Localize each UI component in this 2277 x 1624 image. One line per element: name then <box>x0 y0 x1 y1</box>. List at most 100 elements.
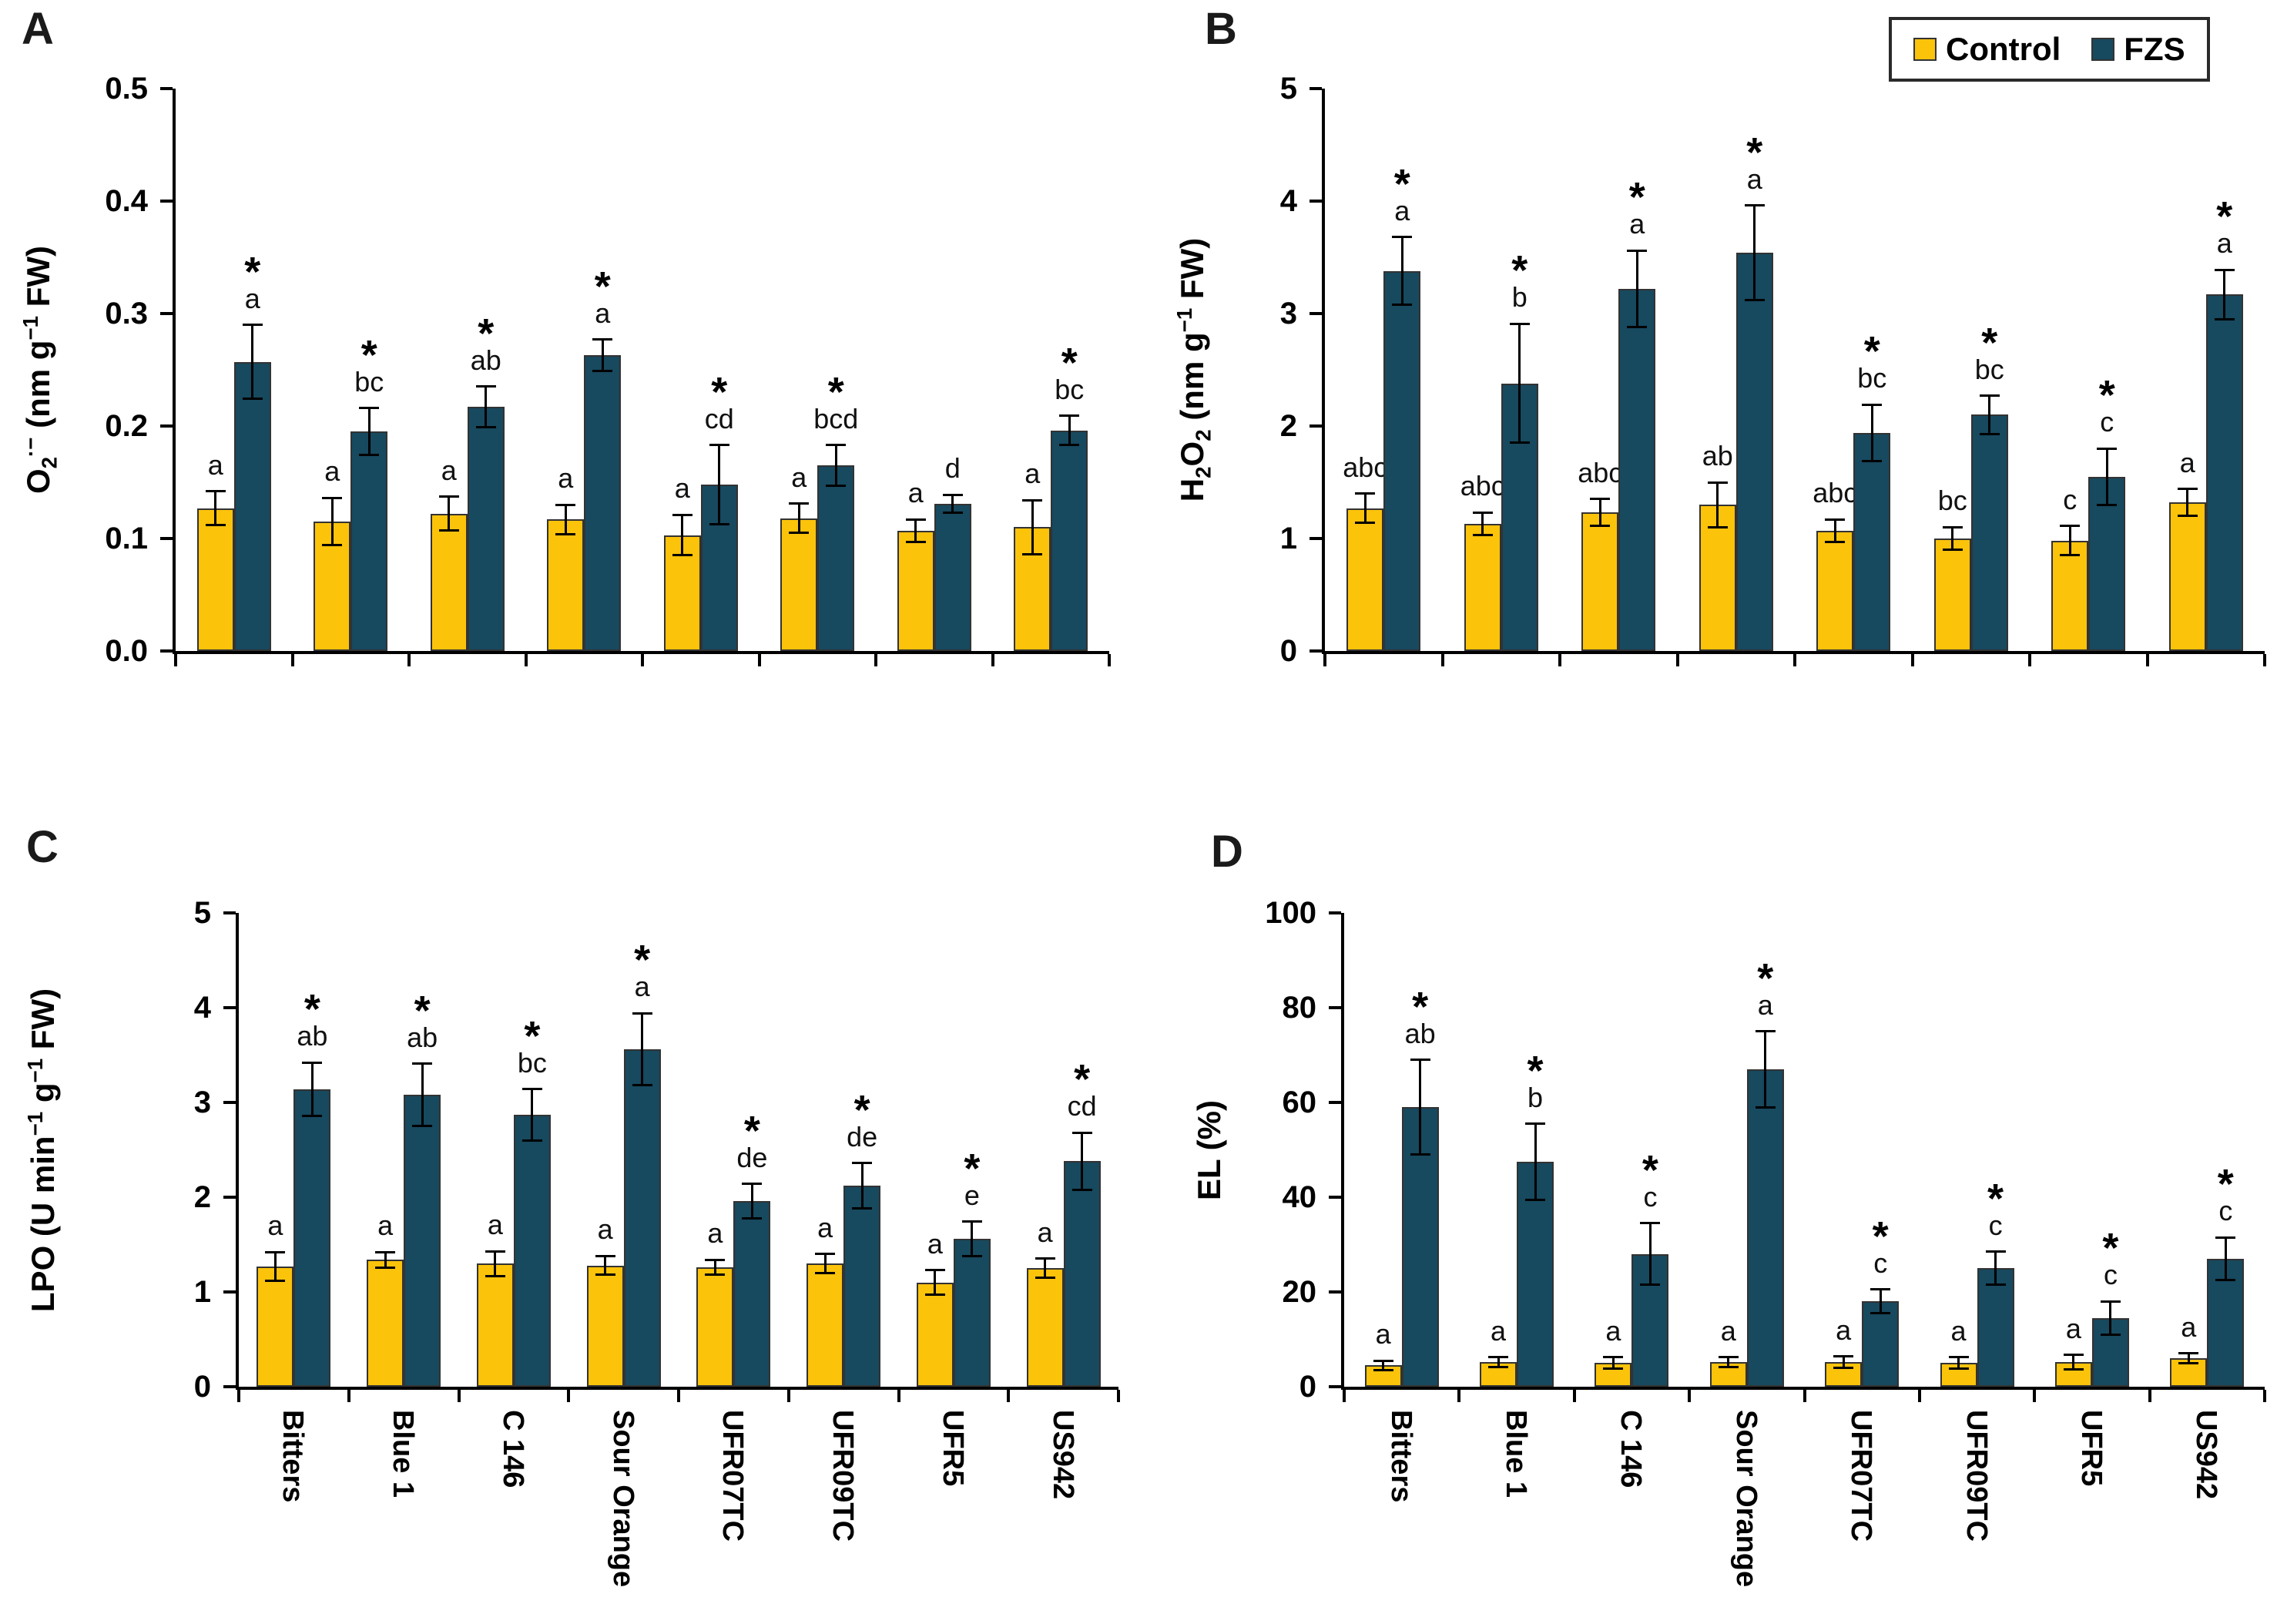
error-bar-cap <box>709 522 729 525</box>
bar-fzs-bitters <box>1383 270 1421 651</box>
x-tick <box>2145 654 2149 666</box>
error-bar-cap <box>815 1271 836 1274</box>
x-tick <box>1323 654 1326 666</box>
error-bar <box>1419 1059 1422 1155</box>
y-tick <box>160 312 173 315</box>
error-bar-cap <box>2215 1279 2236 1282</box>
significance-asterisk: * <box>2102 1225 2119 1272</box>
y-tick-label: 80 <box>1282 991 1317 1025</box>
sig-letter: a <box>1757 988 1773 1021</box>
bar-fzs-bitters <box>233 361 271 651</box>
significance-asterisk: * <box>1987 1175 2004 1222</box>
legend: Control FZS <box>1889 17 2210 82</box>
significance-asterisk: * <box>478 310 495 357</box>
bar-fzs-ufr5 <box>953 1239 991 1387</box>
error-bar-cap <box>1488 1356 1509 1359</box>
error-bar-cap <box>1833 1366 1854 1369</box>
sig-letter: a <box>324 455 340 488</box>
y-tick <box>160 87 173 90</box>
bar-fzs-c-146 <box>513 1114 551 1387</box>
bar-control-ufr5 <box>897 530 934 651</box>
y-tick-label: 60 <box>1282 1085 1317 1119</box>
x-tick <box>757 654 761 666</box>
sig-letter: a <box>817 1211 833 1243</box>
y-tick-label: 4 <box>193 991 211 1025</box>
bar-fzs-sour-orange <box>1746 1069 1784 1387</box>
x-tick <box>1007 1390 1011 1402</box>
error-bar-cap <box>485 1274 505 1277</box>
error-bar <box>1363 493 1367 523</box>
error-bar-cap <box>1948 1367 1969 1371</box>
error-bar-cap <box>1355 492 1376 495</box>
y-axis-line <box>1322 89 1325 654</box>
x-axis-line <box>1322 651 2265 654</box>
bar-control-us942 <box>1026 1268 1064 1387</box>
error-bar-cap <box>1755 1106 1776 1109</box>
sig-letter: b <box>1528 1081 1544 1113</box>
error-bar-cap <box>961 1254 982 1257</box>
error-bar <box>1716 482 1719 528</box>
sig-letter: de <box>736 1141 768 1173</box>
error-bar <box>1481 512 1484 535</box>
error-bar-cap <box>1509 441 1530 445</box>
error-bar-cap <box>852 1207 873 1210</box>
error-bar <box>681 515 684 555</box>
error-bar-cap <box>2178 1361 2199 1364</box>
sig-letter: bc <box>1857 362 1887 394</box>
error-bar <box>1870 404 1873 461</box>
x-tick <box>2148 1390 2151 1402</box>
x-tick <box>1802 1390 1806 1402</box>
y-tick <box>1329 1101 1341 1104</box>
bar-control-blue-1 <box>314 522 351 651</box>
bar-fzs-ufr07tc <box>733 1200 771 1387</box>
error-bar <box>214 491 217 525</box>
error-bar <box>1988 395 1991 435</box>
bar-control-blue-1 <box>367 1260 404 1387</box>
x-category-label-text: UFR09TC <box>1960 1410 1993 1542</box>
legend-label-control: Control <box>1946 31 2061 67</box>
error-bar-cap <box>1744 298 1765 301</box>
significance-asterisk: * <box>1863 328 1880 375</box>
bar-fzs-c-146 <box>467 407 505 651</box>
x-category-label-text: Bitters <box>277 1410 310 1503</box>
error-bar-cap <box>1590 498 1611 501</box>
error-bar <box>713 1260 716 1275</box>
y-tick <box>1329 1385 1341 1388</box>
bar-fzs-ufr09tc <box>817 465 855 651</box>
error-bar-cap <box>475 425 496 428</box>
x-category-label-text: Blue 1 <box>1500 1410 1533 1498</box>
error-bar-cap <box>632 1012 652 1015</box>
significance-asterisk: * <box>634 937 651 984</box>
y-tick <box>1310 87 1322 90</box>
x-tick <box>1793 654 1796 666</box>
error-bar <box>2068 525 2071 555</box>
sig-letter: cd <box>704 402 734 435</box>
bar-control-c-146 <box>430 513 468 651</box>
error-bar <box>2105 448 2108 505</box>
error-bar-cap <box>1373 1359 1393 1362</box>
sig-letter: cd <box>1067 1090 1097 1122</box>
bar-fzs-sour-orange <box>1735 253 1773 651</box>
y-axis-title-C: LPO (U min−1 g−1 FW) <box>23 988 61 1312</box>
x-tick <box>524 654 528 666</box>
x-tick <box>1343 1390 1346 1402</box>
bar-control-bitters <box>257 1266 294 1387</box>
significance-asterisk: * <box>1757 955 1774 1002</box>
sig-letter: a <box>487 1209 503 1241</box>
sig-letter: ab <box>1702 440 1733 471</box>
bar-fzs-us942 <box>1063 1161 1101 1387</box>
error-bar <box>1598 498 1601 526</box>
y-tick-label: 0 <box>1279 634 1297 668</box>
sig-letter: c <box>2063 483 2077 515</box>
y-tick <box>1310 649 1322 653</box>
y-tick <box>223 1101 236 1104</box>
sig-letter: a <box>1375 1318 1391 1351</box>
error-bar <box>421 1063 424 1126</box>
x-tick <box>1108 654 1111 666</box>
error-bar <box>750 1183 753 1219</box>
error-bar-cap <box>1707 481 1728 484</box>
significance-asterisk: * <box>1628 174 1645 221</box>
error-bar-cap <box>1525 1122 1546 1126</box>
error-bar-cap <box>302 1061 323 1064</box>
